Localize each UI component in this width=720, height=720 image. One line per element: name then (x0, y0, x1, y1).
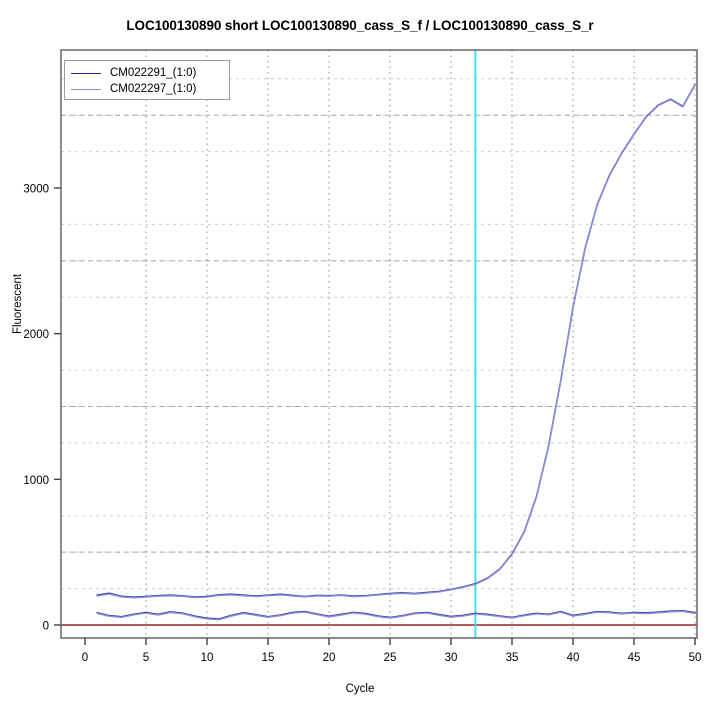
x-tick-label: 5 (143, 652, 149, 664)
data-series-group (96, 83, 696, 621)
x-tick-label: 50 (689, 652, 702, 664)
x-tick-label: 40 (567, 652, 580, 664)
x-tick-label: 10 (201, 652, 214, 664)
x-tick-label: 45 (628, 652, 641, 664)
legend-color-swatch (71, 88, 101, 90)
x-tick-label: 30 (445, 652, 458, 664)
x-tick-label: 25 (384, 652, 397, 664)
y-tick-labels: 0 1000 2000 3000 (23, 184, 49, 633)
legend-color-swatch (71, 72, 101, 74)
major-y-gridlines (61, 114, 697, 553)
y-tick-label: 3000 (23, 184, 49, 196)
minor-y-gridlines (61, 78, 697, 590)
x-axis-title: Cycle (345, 683, 375, 695)
x-tick-label: 15 (262, 652, 275, 664)
legend-item[interactable]: CM022297_(1:0) (65, 81, 229, 97)
x-gridlines (145, 50, 696, 638)
x-tick-label: 35 (506, 652, 519, 664)
legend-item-label: CM022297_(1:0) (110, 83, 197, 95)
x-tick-labels: 0 5 10 15 20 25 30 35 40 45 50 (82, 652, 702, 664)
plot-frame (60, 49, 698, 639)
x-tick-label: 20 (323, 652, 336, 664)
y-tick-label: 1000 (23, 475, 49, 487)
page-title: LOC100130890 short LOC100130890_cass_S_f… (126, 18, 594, 33)
y-tick-label: 0 (43, 621, 49, 633)
axis-ticks (54, 187, 696, 645)
legend: CM022291_(1:0) CM022297_(1:0) (64, 60, 230, 100)
y-tick-label: 2000 (23, 329, 49, 341)
legend-item[interactable]: CM022291_(1:0) (65, 65, 229, 81)
x-tick-label: 0 (82, 652, 88, 664)
legend-item-label: CM022291_(1:0) (110, 67, 197, 79)
